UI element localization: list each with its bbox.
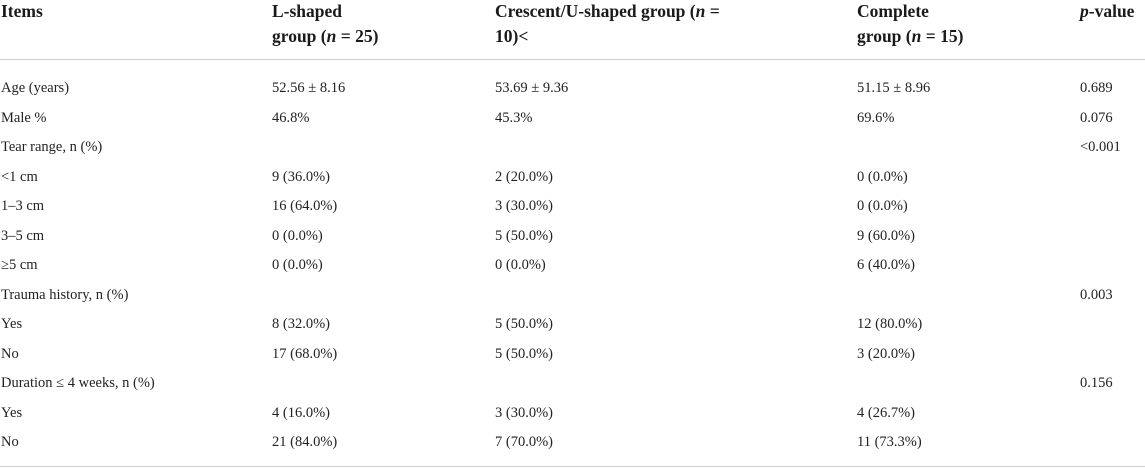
cell-lshaped: 0 (0.0%) (272, 257, 323, 273)
cell-crescent: 45.3% (495, 109, 533, 126)
cell-item: Age (years) (1, 80, 70, 96)
cell-complete: 69.6% (857, 109, 895, 126)
cell-complete: 51.15 ± 8.96 (857, 80, 931, 96)
header-lshaped-line2b: = 25) (336, 26, 379, 46)
table-row: <1 cm 9 (36.0%) 2 (20.0%) 0 (0.0%) (0, 163, 1145, 193)
cell-lshaped: 0 (0.0%) (272, 227, 323, 244)
cell-lshaped: 8 (32.0%) (272, 316, 330, 332)
header-complete-line2b: = 15) (921, 26, 964, 46)
header-complete-line2a: group ( (857, 26, 912, 46)
cell-item: Tear range, n (%) (1, 139, 103, 155)
table-row: No 17 (68.0%) 5 (50.0%) 3 (20.0%) (0, 340, 1145, 370)
cell-crescent: 2 (20.0%) (495, 168, 553, 185)
cell-lshaped: 16 (64.0%) (272, 198, 338, 214)
cell-lshaped: 52.56 ± 8.16 (272, 80, 346, 96)
cell-crescent: 5 (50.0%) (495, 316, 553, 332)
header-crescent-line2: 10)< (495, 26, 529, 46)
table-row: Male % 46.8% 45.3% 69.6% 0.076 (0, 104, 1145, 134)
cell-complete: 0 (0.0%) (857, 198, 908, 214)
cell-item: <1 cm (1, 168, 38, 185)
header-pvalue: p-value (1080, 0, 1134, 24)
table-row: 1–3 cm 16 (64.0%) 3 (30.0%) 0 (0.0%) (0, 192, 1145, 222)
cell-crescent: 3 (30.0%) (495, 198, 553, 214)
header-crescent-line1b: = (705, 1, 720, 21)
cell-lshaped: 21 (84.0%) (272, 434, 338, 450)
cell-complete: 6 (40.0%) (857, 257, 915, 273)
cell-complete: 3 (20.0%) (857, 345, 915, 362)
header-lshaped-group: L-shaped group (n = 25) (272, 0, 378, 49)
cell-item: No (1, 345, 19, 362)
cell-pvalue: <0.001 (1080, 139, 1121, 155)
table-row: Age (years) 52.56 ± 8.16 53.69 ± 9.36 51… (0, 74, 1145, 104)
cell-complete: 0 (0.0%) (857, 168, 908, 185)
header-crescent-line1a: Crescent/U-shaped group ( (495, 1, 696, 21)
cell-complete: 9 (60.0%) (857, 227, 915, 244)
cell-complete: 12 (80.0%) (857, 316, 923, 332)
cell-item: Yes (1, 404, 23, 421)
table-row: ≥5 cm 0 (0.0%) 0 (0.0%) 6 (40.0%) (0, 251, 1145, 281)
cell-lshaped: 17 (68.0%) (272, 345, 338, 362)
header-items-label: Items (1, 1, 43, 21)
header-complete-group: Complete group (n = 15) (857, 0, 963, 49)
cell-complete: 11 (73.3%) (857, 434, 922, 450)
cell-crescent: 5 (50.0%) (495, 345, 553, 362)
table-row: Tear range, n (%) <0.001 (0, 133, 1145, 163)
table-row: 3–5 cm 0 (0.0%) 5 (50.0%) 9 (60.0%) (0, 222, 1145, 252)
cell-item: ≥5 cm (1, 257, 38, 273)
cell-pvalue: 0.003 (1080, 286, 1113, 303)
cell-item: No (1, 434, 19, 450)
cell-item: Trauma history, n (%) (1, 286, 129, 303)
cell-item: Male % (1, 109, 47, 126)
cell-item: Yes (1, 316, 23, 332)
cell-complete: 4 (26.7%) (857, 404, 915, 421)
table-row: Yes 8 (32.0%) 5 (50.0%) 12 (80.0%) (0, 310, 1145, 340)
cell-crescent: 53.69 ± 9.36 (495, 80, 569, 96)
cell-lshaped: 9 (36.0%) (272, 168, 330, 185)
header-pvalue-p: p (1080, 1, 1089, 21)
cell-lshaped: 4 (16.0%) (272, 404, 330, 421)
header-pvalue-rest: -value (1088, 1, 1135, 21)
header-complete-line1: Complete (857, 1, 929, 21)
header-crescent-n: n (695, 1, 706, 21)
cell-crescent: 0 (0.0%) (495, 257, 546, 273)
header-items: Items (1, 0, 43, 24)
cell-pvalue: 0.156 (1080, 375, 1113, 391)
header-lshaped-line2a: group ( (272, 26, 327, 46)
table-row: Duration ≤ 4 weeks, n (%) 0.156 (0, 369, 1145, 399)
cell-crescent: 5 (50.0%) (495, 227, 553, 244)
header-crescent-group: Crescent/U-shaped group (n = 10)< (495, 0, 720, 49)
cell-item: Duration ≤ 4 weeks, n (%) (1, 375, 155, 391)
cell-crescent: 7 (70.0%) (495, 434, 553, 450)
header-lshaped-line1: L-shaped (272, 1, 343, 21)
table-row: Trauma history, n (%) 0.003 (0, 281, 1145, 311)
cell-item: 3–5 cm (1, 227, 45, 244)
cell-pvalue: 0.689 (1080, 80, 1113, 96)
header-complete-n: n (911, 26, 922, 46)
header-lshaped-n: n (326, 26, 337, 46)
cell-pvalue: 0.076 (1080, 109, 1113, 126)
cell-crescent: 3 (30.0%) (495, 404, 553, 421)
table-row: Yes 4 (16.0%) 3 (30.0%) 4 (26.7%) (0, 399, 1145, 429)
table-row: No 21 (84.0%) 7 (70.0%) 11 (73.3%) (0, 428, 1145, 458)
table-header-row: Items L-shaped group (n = 25) Crescent/U… (0, 0, 1145, 60)
table-bottom-rule (0, 466, 1145, 467)
table-body: Age (years) 52.56 ± 8.16 53.69 ± 9.36 51… (0, 74, 1145, 458)
cell-item: 1–3 cm (1, 198, 45, 214)
cell-lshaped: 46.8% (272, 109, 310, 126)
